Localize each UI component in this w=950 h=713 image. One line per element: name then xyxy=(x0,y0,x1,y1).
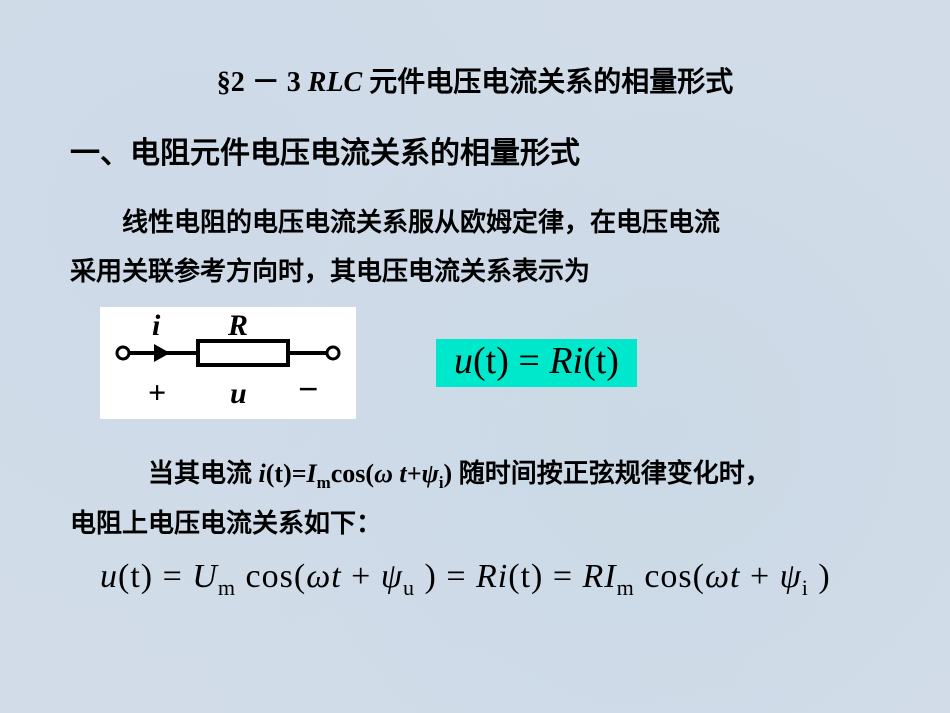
p2-m: m xyxy=(317,473,331,492)
p2-omega: ω xyxy=(374,459,393,488)
label-u: u xyxy=(230,377,247,410)
fe-eq3: = xyxy=(553,558,583,595)
fe-usub: u xyxy=(403,575,415,600)
title-italic: RLC xyxy=(308,67,362,98)
label-R: R xyxy=(227,313,248,342)
paragraph-2-line-1: 当其电流 i(t)=Imcos(ω t+ψi) 随时间按正弦规律变化时， xyxy=(70,449,880,499)
fe-tp2: t xyxy=(730,558,750,595)
fe-psi2: ψ xyxy=(780,558,802,595)
fe-cos1: cos( xyxy=(246,558,307,595)
p2-psi: ψ xyxy=(421,459,438,488)
p2-post: 随时间按正弦规律变化时， xyxy=(452,459,771,488)
fe-cl2: ) xyxy=(809,558,831,595)
resistor-circuit-diagram: i R + u − xyxy=(100,307,356,419)
fe-eq1: = xyxy=(163,558,193,595)
label-minus: − xyxy=(298,369,319,409)
paragraph-2-line-2: 电阻上电压电流关系如下： xyxy=(70,499,880,548)
p2-I: I xyxy=(307,459,317,488)
eq-eq: = xyxy=(518,340,549,382)
paragraph-1-line-1: 线性电阻的电压电流关系服从欧姆定律，在电压电流 xyxy=(70,198,880,247)
p2-close: ) xyxy=(444,459,453,488)
title-prefix: §2 － 3 xyxy=(217,67,308,98)
fe-psi1: ψ xyxy=(381,558,403,595)
terminal-left-icon xyxy=(117,347,129,359)
resistor-symbol-icon xyxy=(198,341,288,365)
eq-u: u xyxy=(454,340,473,382)
fe-t2: (t) xyxy=(508,558,553,595)
p2-tplus: t+ xyxy=(393,459,422,488)
p2-i: i xyxy=(259,459,266,488)
eq-Ri: Ri xyxy=(549,340,583,382)
fe-isub: i xyxy=(802,575,809,600)
fe-tp1: t xyxy=(331,558,351,595)
paragraph-1-line-2: 采用关联参考方向时，其电压电流关系表示为 xyxy=(70,247,880,296)
fe-u: u xyxy=(100,558,118,595)
current-arrow-icon xyxy=(154,344,170,362)
fe-RI: RI xyxy=(583,558,617,595)
fe-plus2: + xyxy=(750,558,780,595)
equation-highlight-box: u(t) = Ri(t) xyxy=(436,339,637,387)
fe-cos2: cos( xyxy=(644,558,705,595)
fe-m2: m xyxy=(617,575,635,600)
fe-sp1 xyxy=(236,558,246,595)
circuit-svg: i R + u − xyxy=(108,313,348,413)
fe-t1: (t) xyxy=(118,558,163,595)
title-rest: 元件电压电流关系的相量形式 xyxy=(362,67,733,98)
slide-container: §2 － 3 RLC 元件电压电流关系的相量形式 一、电阻元件电压电流关系的相量… xyxy=(0,0,950,631)
fe-om1: ω xyxy=(306,558,331,595)
p2-pre: 当其电流 xyxy=(148,459,259,488)
fe-sp2 xyxy=(635,558,645,595)
fe-m1: m xyxy=(218,575,236,600)
fe-om2: ω xyxy=(705,558,730,595)
fe-cl1: ) xyxy=(415,558,446,595)
final-equation: u(t) = Um cos(ωt + ψu ) = Ri(t) = RIm co… xyxy=(70,558,880,601)
p2-cos: cos( xyxy=(331,459,374,488)
fe-Ri: Ri xyxy=(476,558,508,595)
fe-eq2: = xyxy=(446,558,476,595)
label-plus: + xyxy=(148,374,166,410)
fe-U: U xyxy=(192,558,218,595)
slide-title: §2 － 3 RLC 元件电压电流关系的相量形式 xyxy=(70,60,880,100)
p2-t: (t)= xyxy=(266,459,307,488)
circuit-and-equation-row: i R + u − u(t) = Ri(t) xyxy=(70,307,880,419)
fe-plus1: + xyxy=(351,558,381,595)
eq-t2: (t) xyxy=(583,340,619,382)
terminal-right-icon xyxy=(327,347,339,359)
section-heading: 一、电阻元件电压电流关系的相量形式 xyxy=(70,128,880,172)
label-i: i xyxy=(152,313,161,342)
eq-t1: (t) xyxy=(473,340,518,382)
